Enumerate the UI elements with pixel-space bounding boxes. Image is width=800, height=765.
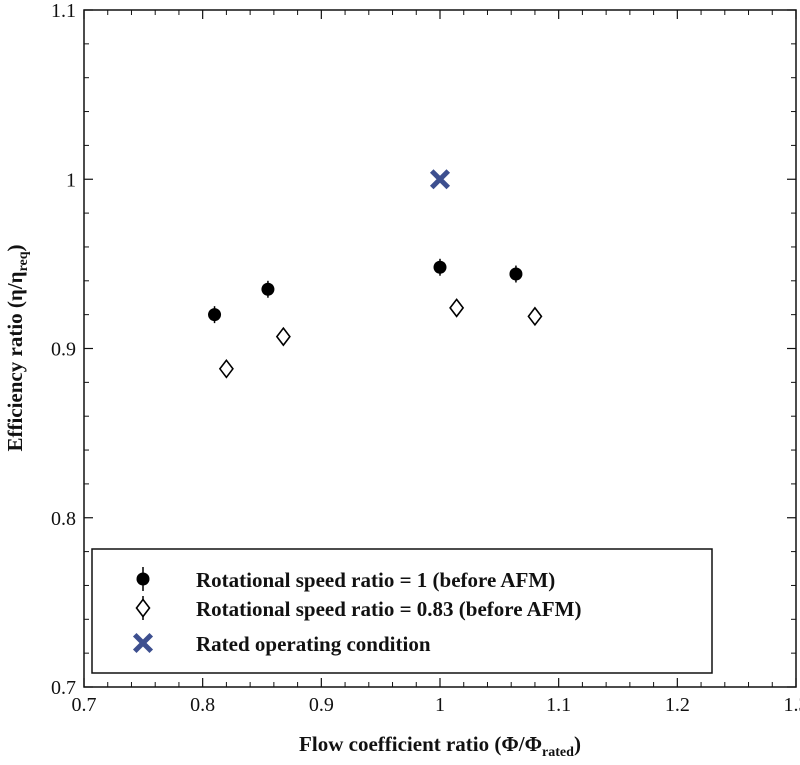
y-tick-label: 0.8	[51, 508, 76, 530]
legend-markers	[132, 567, 154, 654]
legend: Rotational speed ratio = 1 (before AFM) …	[91, 548, 713, 674]
data-point-series-0	[208, 308, 222, 322]
x-axis-title: Flow coefficient ratio (Φ/Φrated)	[299, 732, 581, 760]
legend-box	[91, 548, 713, 674]
y-axis-title: Efficiency ratio (η/ηreq)	[3, 244, 31, 451]
x-tick-label: 0.8	[190, 694, 215, 716]
x-tick-label: 0.9	[309, 694, 334, 716]
legend-marker-series-0	[136, 572, 150, 586]
legend-label-speed-083: Rotational speed ratio = 0.83 (before AF…	[196, 597, 581, 621]
x-tick-label: 0.7	[72, 694, 97, 716]
x-tick-label: 1	[435, 694, 445, 716]
data-point-series-0	[509, 267, 523, 281]
data-point-series-1	[275, 326, 291, 347]
data-point-series-1	[218, 358, 234, 379]
data-point-series-0	[261, 282, 275, 296]
axis-ticks	[83, 9, 797, 688]
data-point-series-0	[433, 260, 447, 274]
data-point-series-1	[527, 306, 543, 327]
data-points	[208, 169, 543, 379]
y-tick-label: 0.7	[51, 677, 76, 699]
axis-tick-labels: 0.7 0.8 0.9 1 1.1 1.2 1.3 0.7 0.8 0.9 1 1.1	[51, 0, 800, 716]
legend-label-speed-1: Rotational speed ratio = 1 (before AFM)	[196, 568, 555, 592]
y-tick-label: 1.1	[51, 0, 76, 22]
legend-marker-series-2	[132, 632, 154, 654]
y-tick-label: 0.9	[51, 339, 76, 361]
x-tick-label: 1.2	[665, 694, 690, 716]
x-tick-label: 1.3	[784, 694, 800, 716]
data-point-series-2	[429, 169, 451, 190]
legend-marker-series-1	[135, 598, 151, 618]
y-tick-label: 1	[66, 169, 76, 191]
data-point-series-1	[449, 298, 465, 318]
legend-label-rated: Rated operating condition	[196, 632, 431, 656]
x-tick-label: 1.1	[546, 694, 571, 716]
